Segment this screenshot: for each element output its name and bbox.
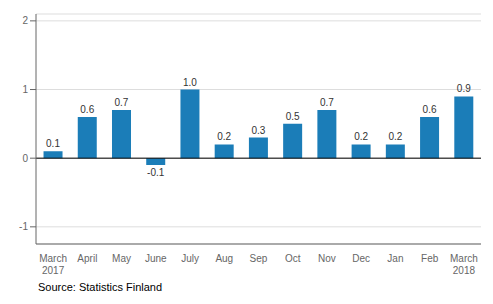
svg-text:0.1: 0.1 bbox=[46, 138, 60, 149]
svg-text:0: 0 bbox=[22, 153, 28, 164]
svg-text:1.0: 1.0 bbox=[183, 77, 197, 88]
svg-text:0.6: 0.6 bbox=[80, 104, 94, 115]
svg-text:0.9: 0.9 bbox=[457, 83, 471, 94]
svg-text:July: July bbox=[181, 253, 199, 264]
svg-text:-0.1: -0.1 bbox=[147, 167, 165, 178]
svg-text:0.5: 0.5 bbox=[286, 111, 300, 122]
svg-text:Sep: Sep bbox=[250, 253, 268, 264]
svg-text:May: May bbox=[112, 253, 131, 264]
svg-text:0.2: 0.2 bbox=[388, 131, 402, 142]
svg-text:Feb: Feb bbox=[421, 253, 439, 264]
svg-text:1: 1 bbox=[22, 84, 28, 95]
svg-text:Nov: Nov bbox=[318, 253, 336, 264]
svg-text:Jan: Jan bbox=[387, 253, 403, 264]
html-text:Source: Statistics Finland: Source: Statistics Finland bbox=[38, 281, 163, 293]
svg-text:0.2: 0.2 bbox=[354, 131, 368, 142]
svg-text:-1: -1 bbox=[19, 221, 28, 232]
svg-text:April: April bbox=[77, 253, 97, 264]
svg-text:0.6: 0.6 bbox=[423, 104, 437, 115]
svg-text:0.2: 0.2 bbox=[217, 131, 231, 142]
svg-text:Dec: Dec bbox=[352, 253, 370, 264]
svg-text:2: 2 bbox=[22, 15, 28, 26]
svg-text:March2018: March2018 bbox=[450, 253, 478, 276]
svg-text:0.7: 0.7 bbox=[115, 97, 129, 108]
svg-text:Oct: Oct bbox=[285, 253, 301, 264]
svg-text:0.3: 0.3 bbox=[251, 125, 265, 136]
svg-text:March2017: March2017 bbox=[39, 253, 67, 276]
svg-text:Aug: Aug bbox=[215, 253, 233, 264]
svg-text:0.7: 0.7 bbox=[320, 97, 334, 108]
svg-text:June: June bbox=[145, 253, 167, 264]
